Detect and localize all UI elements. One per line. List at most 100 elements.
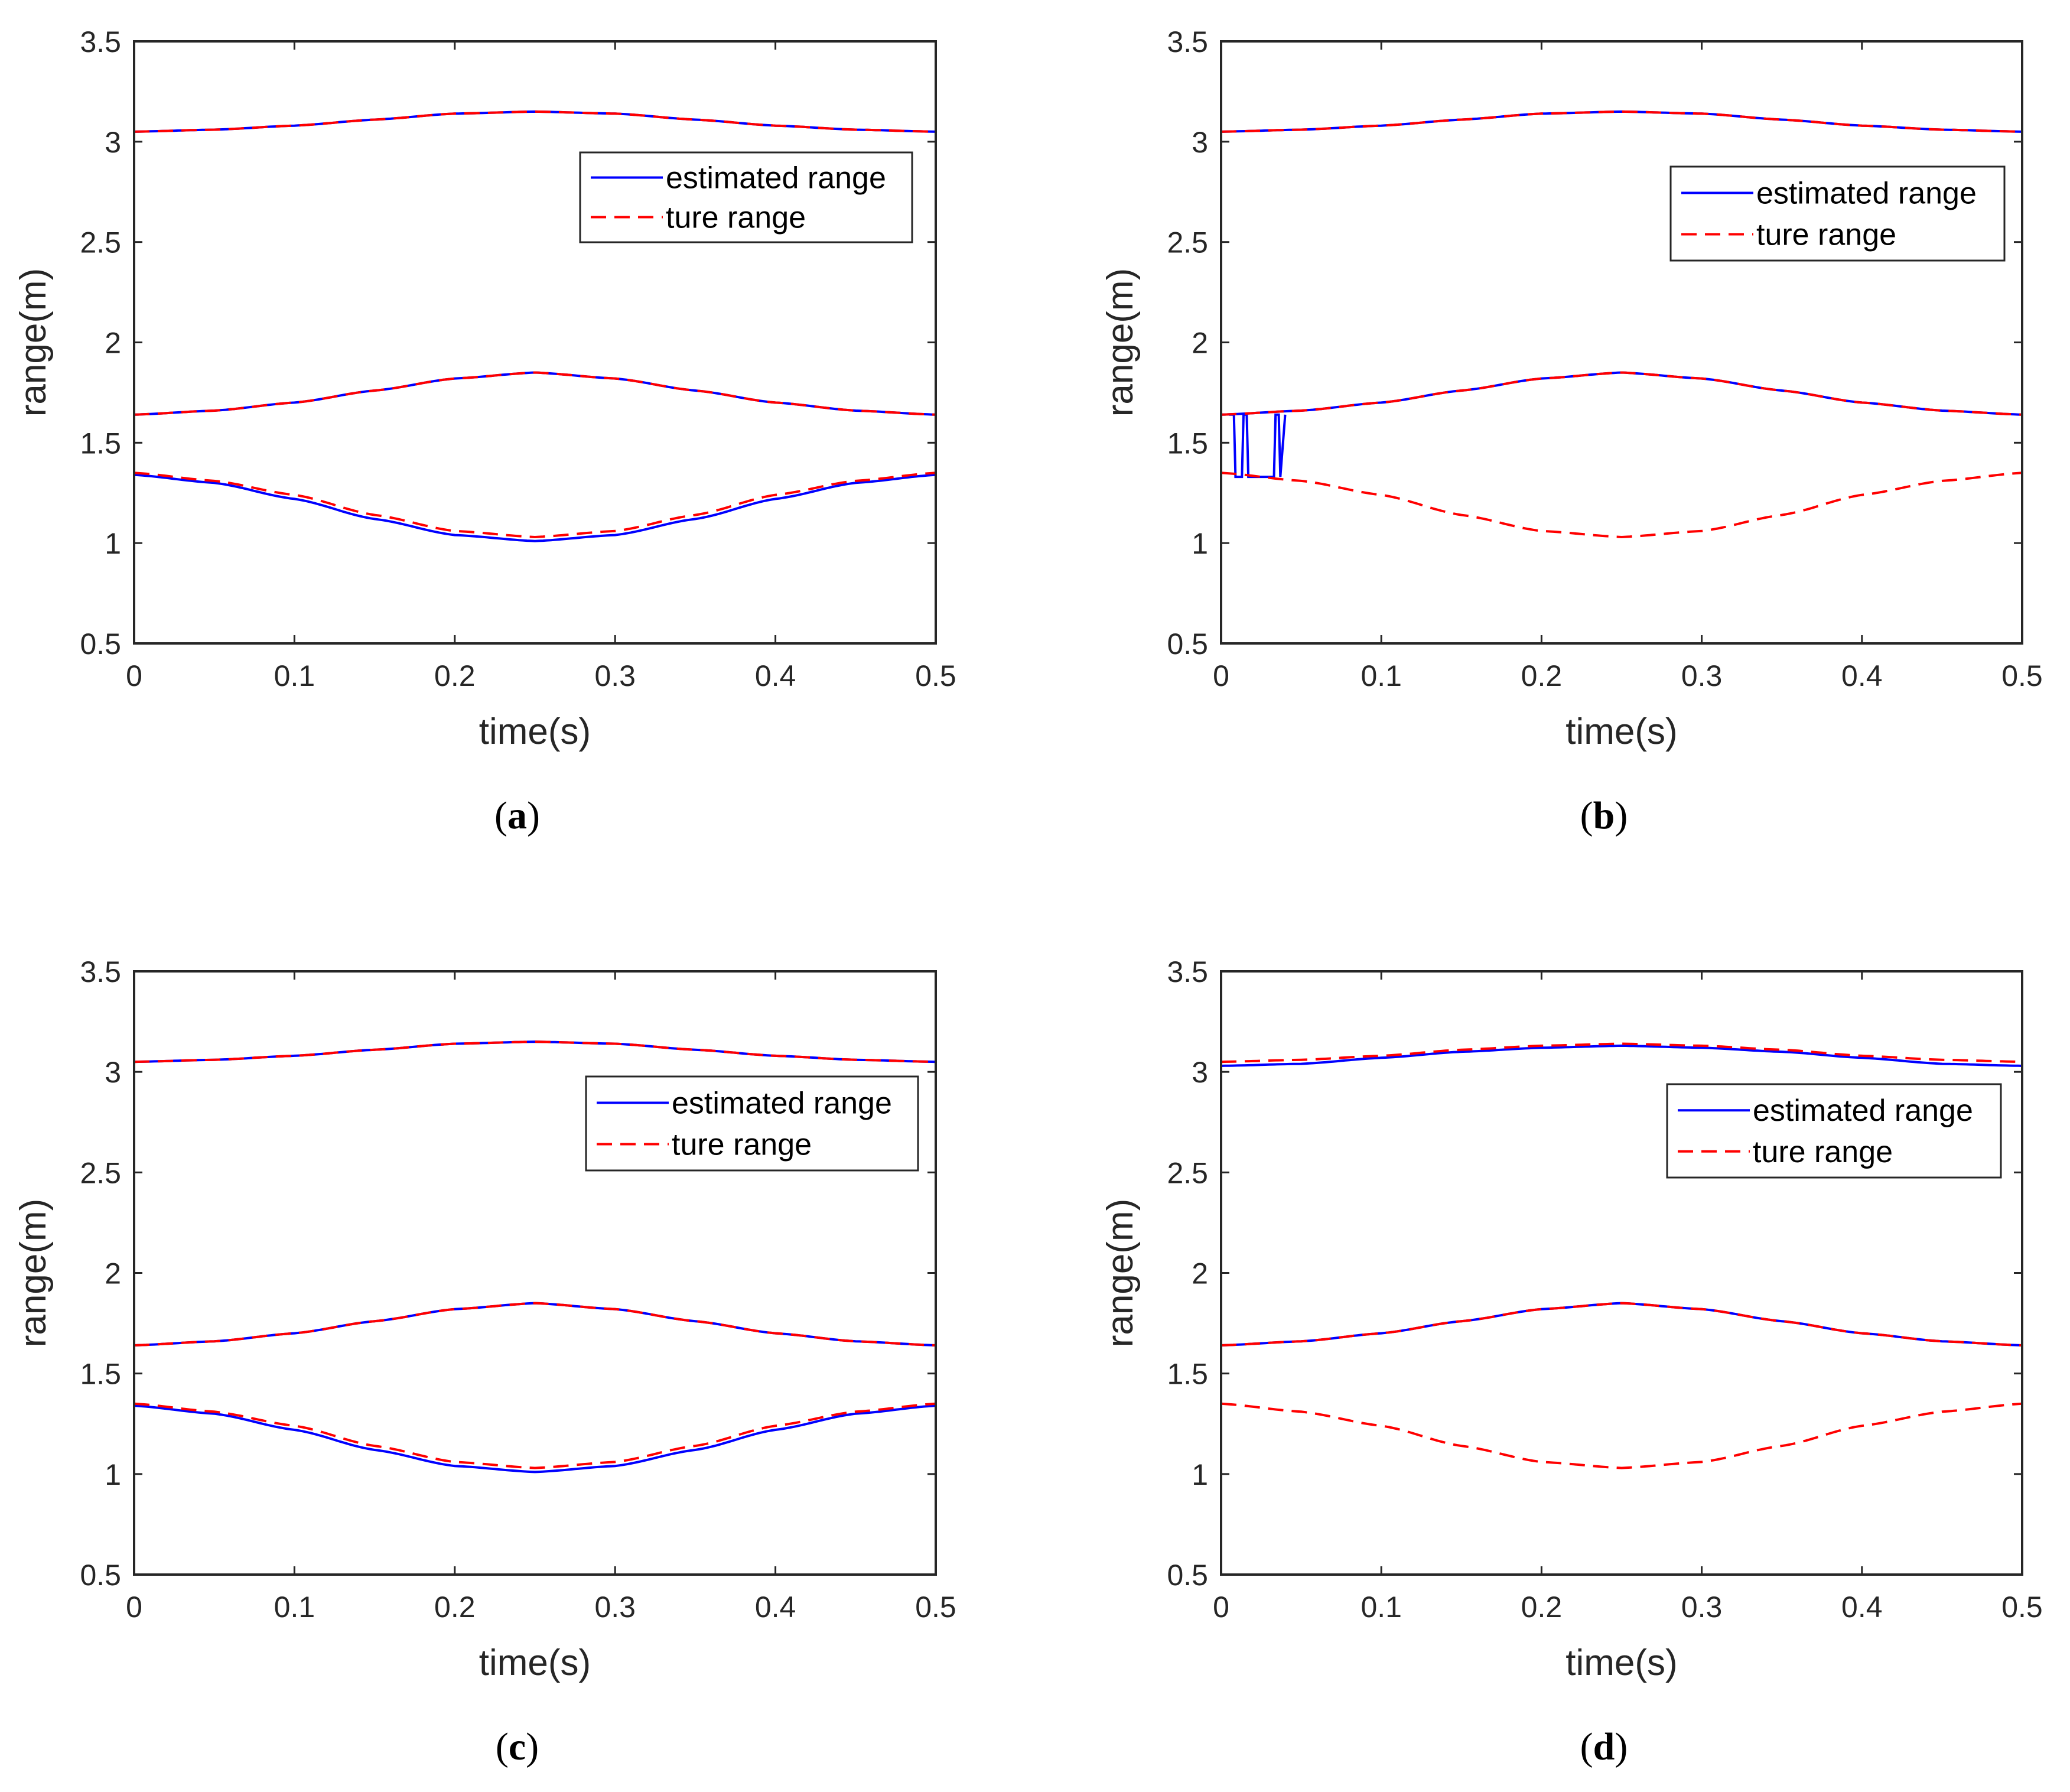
y-axis-label: range(m) [1100,1199,1141,1348]
y-axis-label: range(m) [1100,268,1141,417]
x-tick-label: 0 [126,1591,142,1624]
y-tick-label: 2 [105,327,121,360]
x-axis-label: time(s) [479,1643,591,1683]
caption-letter: b [1593,794,1615,837]
y-tick-label: 2.5 [1167,226,1208,259]
plot-frame [133,40,937,645]
true-range-line-3 [134,1402,936,1469]
true-range-line-1 [134,110,936,133]
y-tick-label: 1.5 [1167,427,1208,460]
legend-box [585,1075,919,1172]
x-tick-label: 0 [126,659,142,692]
x-tick-label: 0.4 [755,1591,796,1624]
panel-caption: (a) [494,794,540,837]
y-tick-label: 3 [105,1056,121,1089]
x-tick-label: 0.5 [2001,659,2043,692]
y-tick-label: 0.5 [80,1559,121,1592]
legend-estimated-label: estimated range [1756,177,1977,211]
data-lines [1221,110,2022,539]
x-tick-label: 0.4 [755,659,796,692]
true-range-line-1 [1221,110,2022,133]
x-tick-label: 0.5 [915,659,956,692]
caption-close: ) [1615,1725,1628,1768]
legend-estimated-label: estimated range [666,161,886,196]
chart-panel-a: 0.5 1 1.5 2 2.5 3 3.5 0 0.1 0.2 0.3 0.4 0.5 time(s) ra… [13,25,956,837]
y-tick-label: 1 [1192,1458,1208,1491]
true-range-line-3 [1221,471,2022,539]
y-tick-label: 2 [1192,1257,1208,1290]
caption-open: ( [1580,794,1593,837]
data-lines [134,110,936,542]
y-tick-label: 0.5 [80,627,121,661]
caption-close: ) [526,1725,539,1768]
x-tick-label: 0.1 [1361,659,1402,692]
x-tick-label: 0 [1213,1591,1229,1624]
legend-true-label: ture range [1756,217,1896,252]
y-tick-label: 2.5 [80,226,121,259]
x-tick-label: 0.3 [594,659,636,692]
true-range-line-2 [1221,1302,2022,1347]
y-tick-label: 1 [1192,527,1208,560]
chart-panel-b: 0.5 1 1.5 2 2.5 3 3.5 0 0.1 0.2 0.3 0.4 0.5 time(s) ra… [1100,25,2043,837]
x-axis-label: time(s) [479,711,591,752]
x-tick-label: 0.4 [1841,1591,1883,1624]
y-tick-label: 1.5 [80,1358,121,1391]
x-tick-label: 0.5 [2001,1591,2043,1624]
true-range-line-2 [134,371,936,416]
legend-box [579,151,913,243]
true-range-line-3 [134,471,936,539]
true-range-line-1 [134,1040,936,1064]
x-tick-label: 0.2 [434,1591,476,1624]
caption-letter: d [1593,1725,1615,1768]
y-tick-label: 1 [105,527,121,560]
chart-panel-d: 0.5 1 1.5 2 2.5 3 3.5 0 0.1 0.2 0.3 0.4 0.5 time(s) ra… [1100,955,2043,1768]
caption-close: ) [527,794,540,837]
caption-open: ( [496,1725,509,1768]
caption-letter: c [509,1725,526,1768]
plot-frame [1220,40,2023,645]
estimated-range-line-1 [1221,1044,2022,1067]
y-tick-label: 1.5 [80,427,121,460]
y-tick-label: 3.5 [80,955,121,988]
x-tick-label: 0.1 [274,659,315,692]
plot-area [1221,41,2022,643]
legend-true-label: ture range [672,1127,812,1162]
y-axis-label: range(m) [13,1199,54,1348]
legend-true-label: ture range [666,200,806,235]
panel-caption: (c) [496,1725,539,1768]
legend: estimated range ture range [1669,165,2006,262]
y-tick-label: 0.5 [1167,627,1208,661]
x-tick-label: 0.4 [1841,659,1883,692]
true-range-line-3 [1221,1402,2022,1469]
y-tick-label: 3.5 [1167,25,1208,58]
y-tick-label: 3 [1192,126,1208,159]
x-tick-label: 0.5 [915,1591,956,1624]
panel-caption: (b) [1580,794,1628,837]
panel-caption: (d) [1580,1725,1628,1768]
x-tick-label: 0.2 [1521,659,1563,692]
true-range-line-2 [1221,371,2022,416]
x-tick-label: 0.3 [594,1591,636,1624]
x-tick-label: 0.2 [1521,1591,1563,1624]
plot-area [134,41,936,643]
x-tick-label: 0.2 [434,659,476,692]
plot-frame [133,970,937,1576]
plot-frame [1220,970,2023,1576]
y-tick-label: 2 [1192,327,1208,360]
estimated-range-line-3 [134,1404,936,1474]
x-tick-label: 0.3 [1681,1591,1723,1624]
y-axis-label: range(m) [13,268,54,417]
data-lines [1221,1042,2022,1469]
legend-box [1666,1083,2002,1179]
y-tick-label: 2 [105,1257,121,1290]
x-tick-label: 0.1 [1361,1591,1402,1624]
y-tick-label: 1.5 [1167,1358,1208,1391]
x-tick-label: 0.3 [1681,659,1723,692]
estimated-range-line-3 [134,473,936,542]
y-tick-label: 2.5 [80,1156,121,1189]
y-tick-label: 3.5 [1167,955,1208,988]
y-tick-label: 2.5 [1167,1156,1208,1189]
plot-area [134,971,936,1575]
true-range-line-2 [134,1302,936,1347]
